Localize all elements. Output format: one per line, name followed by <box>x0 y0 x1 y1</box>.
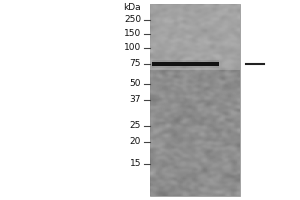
Bar <box>152 62 219 66</box>
Text: 20: 20 <box>130 138 141 146</box>
Text: 150: 150 <box>124 29 141 38</box>
Text: 37: 37 <box>130 96 141 104</box>
Text: 75: 75 <box>130 60 141 68</box>
Text: 25: 25 <box>130 121 141 130</box>
Text: 250: 250 <box>124 16 141 24</box>
Bar <box>152 60 219 68</box>
Text: 50: 50 <box>130 79 141 88</box>
Text: 15: 15 <box>130 160 141 168</box>
Bar <box>150 4 240 196</box>
Bar <box>150 4 240 70</box>
Text: kDa: kDa <box>123 3 141 12</box>
Text: 100: 100 <box>124 44 141 52</box>
